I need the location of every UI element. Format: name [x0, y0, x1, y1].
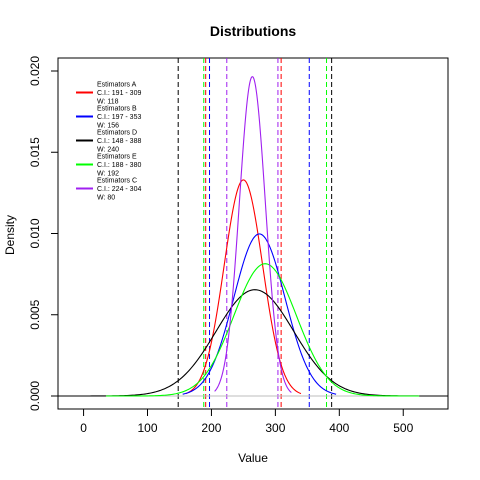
x-tick-label: 200 [201, 421, 221, 435]
legend-label-name: Estimators D [97, 130, 137, 137]
y-axis: 0.000 0.005 0.010 0.015 0.020 [28, 56, 59, 411]
legend-label-width: W: 192 [97, 171, 119, 178]
y-axis-label: Density [3, 215, 17, 255]
density-curve-estimators-a [185, 179, 302, 395]
density-curve-estimators-b [182, 233, 337, 395]
y-tick-label: 0.015 [28, 137, 42, 167]
legend-label-ci: C.I.: 197 - 353 [97, 114, 141, 121]
density-curve-estimators-c [214, 76, 292, 393]
legend-label-name: Estimators B [97, 106, 137, 113]
y-tick-label: 0.005 [28, 299, 42, 329]
legend-label-width: W: 118 [97, 99, 119, 106]
legend-label-name: Estimators C [97, 178, 137, 185]
legend-label-ci: C.I.: 224 - 304 [97, 186, 141, 193]
legend-label-name: Estimators E [97, 154, 137, 161]
density-curve-estimators-d [58, 289, 448, 397]
chart-title: Distributions [210, 23, 297, 39]
confidence-interval-lines [177, 58, 333, 409]
legend-label-ci: C.I.: 188 - 380 [97, 162, 141, 169]
y-tick-label: 0.000 [28, 381, 42, 411]
x-axis: 0 100 200 300 400 500 [80, 408, 414, 435]
legend-label-ci: C.I.: 148 - 388 [97, 138, 141, 145]
x-tick-label: 400 [329, 421, 349, 435]
legend-label-name: Estimators A [97, 82, 137, 89]
y-tick-label: 0.010 [28, 218, 42, 248]
legend-label-width: W: 240 [97, 147, 119, 154]
x-axis-label: Value [238, 451, 268, 465]
density-curve-estimators-e [105, 263, 420, 397]
x-tick-label: 500 [393, 421, 413, 435]
x-tick-label: 100 [137, 421, 157, 435]
legend-label-ci: C.I.: 191 - 309 [97, 90, 141, 97]
y-tick-label: 0.020 [28, 56, 42, 86]
density-curves [58, 76, 448, 397]
legend-label-width: W: 80 [97, 195, 115, 202]
legend-label-width: W: 156 [97, 123, 119, 130]
x-tick-label: 0 [80, 421, 87, 435]
x-tick-label: 300 [265, 421, 285, 435]
